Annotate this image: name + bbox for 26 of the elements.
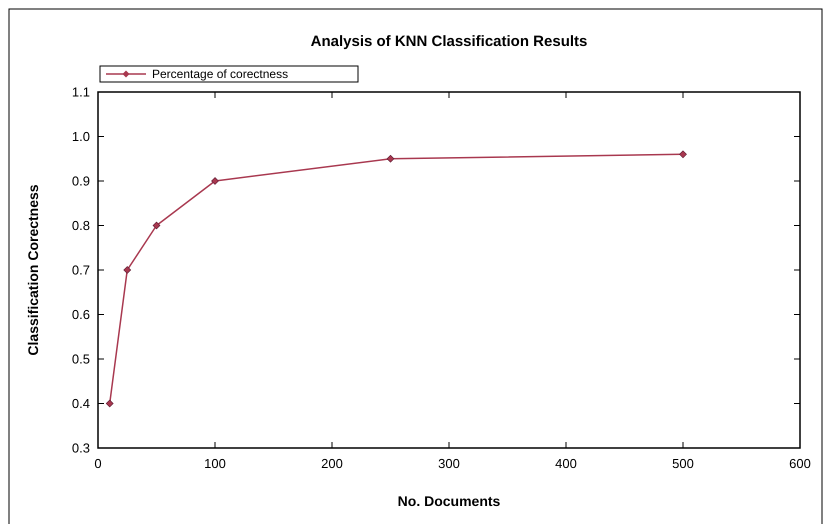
- point: [123, 266, 132, 274]
- x-tick-label: 100: [204, 456, 226, 471]
- y-tick-label: 0.7: [72, 262, 90, 278]
- x-tick-label: 500: [672, 456, 694, 471]
- x-tick-label: 600: [789, 456, 811, 471]
- point: [106, 400, 114, 408]
- y-tick-label: 1.0: [72, 129, 90, 144]
- point: [386, 154, 394, 163]
- chart-title: Analysis of KNN Classification Results: [310, 33, 588, 50]
- x-tick-label: 0: [94, 456, 102, 471]
- x-tick-label: 400: [555, 456, 577, 471]
- y-tick-label: 0.3: [72, 440, 90, 456]
- y-tick-label: 0.5: [72, 352, 90, 367]
- y-tick-label: 1.1: [72, 84, 90, 100]
- y-axis-title: Classification Corectness: [25, 184, 41, 356]
- point: [679, 150, 687, 158]
- legend-label: Percentage of corectness: [152, 67, 288, 81]
- y-tick-label: 0.8: [72, 218, 90, 234]
- x-tick-label: 300: [438, 456, 460, 471]
- y-tick-label: 0.4: [72, 396, 90, 412]
- point: [152, 222, 160, 230]
- y-tick-label: 0.6: [72, 307, 90, 322]
- x-tick-label: 200: [321, 456, 343, 471]
- y-tick-label: 0.9: [72, 174, 90, 189]
- point: [211, 177, 219, 185]
- x-axis-title: No. Documents: [398, 493, 501, 509]
